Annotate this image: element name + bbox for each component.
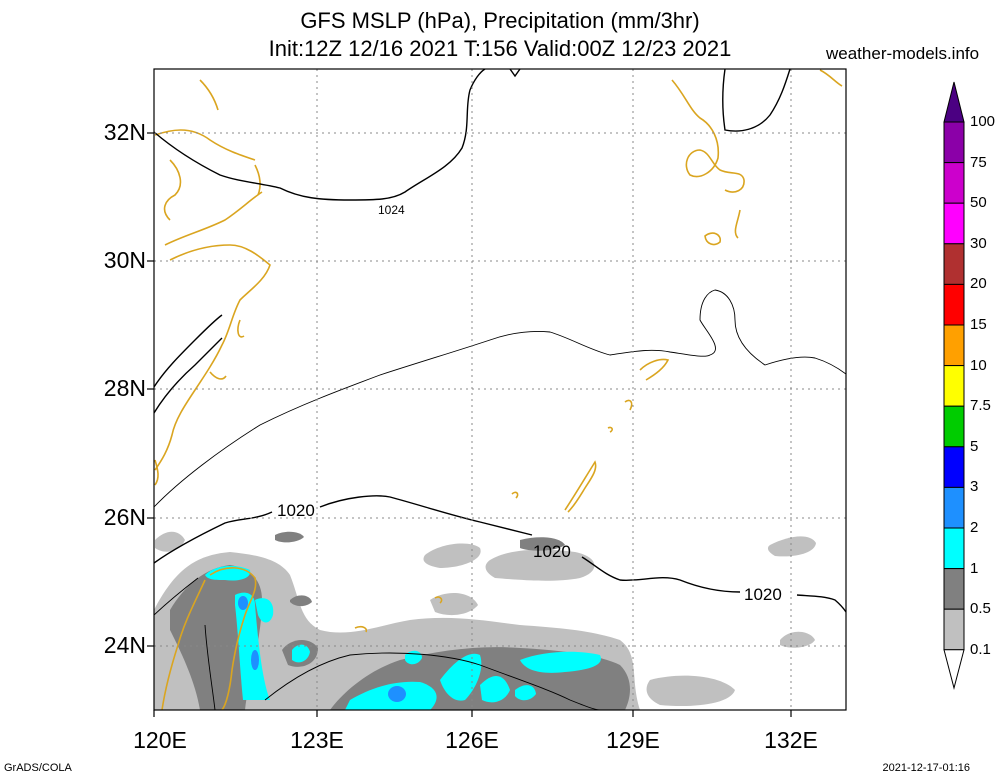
isobar-label-1020: 1020 <box>277 501 315 520</box>
lon-label: 126E <box>445 727 499 753</box>
legend-swatch <box>943 202 965 245</box>
legend-swatch <box>943 608 965 651</box>
legend-label: 100 <box>970 113 996 130</box>
lat-label: 26N <box>103 504 146 530</box>
lon-label: 123E <box>290 727 344 753</box>
legend-label: 30 <box>970 234 987 252</box>
axis-ticks <box>147 132 792 717</box>
legend-swatch <box>943 121 965 164</box>
legend-label: 20 <box>970 275 987 293</box>
legend-label: 7.5 <box>970 397 991 415</box>
precip-blue <box>238 596 406 702</box>
lon-label: 120E <box>133 727 187 753</box>
legend-swatch <box>943 568 965 610</box>
legend-swatch <box>943 486 965 529</box>
isobar-label-1020: 1020 <box>744 585 782 604</box>
lon-label: 132E <box>764 727 818 753</box>
footer-left: GrADS/COLA <box>4 762 72 774</box>
legend-label: 10 <box>970 356 987 374</box>
legend-label: 15 <box>970 316 987 333</box>
legend-label: 75 <box>970 153 987 171</box>
lat-label: 32N <box>103 119 146 145</box>
legend-swatch <box>943 324 965 367</box>
legend-bottom-arrow <box>943 649 965 690</box>
isobar-label-1024: 1024 <box>378 203 405 217</box>
map-title: GFS MSLP (hPa), Precipitation (mm/3hr) <box>300 8 700 33</box>
legend-top-arrow <box>943 81 965 123</box>
lat-label: 28N <box>103 375 146 401</box>
footer-right: 2021-12-17-01:16 <box>882 762 970 774</box>
legend-swatch <box>943 405 965 448</box>
legend-swatch <box>943 283 965 326</box>
legend-label: 1 <box>970 559 979 577</box>
legend-swatch <box>943 243 965 285</box>
legend-label: 50 <box>970 194 987 212</box>
isobars <box>154 69 846 710</box>
legend-label: 0.1 <box>970 640 991 658</box>
site-credit: weather-models.info <box>826 44 980 63</box>
legend-swatch <box>943 365 965 407</box>
legend-swatch <box>943 162 965 204</box>
legend-label: 2 <box>970 519 979 536</box>
lat-label: 30N <box>103 247 146 273</box>
lat-label: 24N <box>103 632 146 658</box>
lat-lon-grid <box>154 69 846 710</box>
legend-label: 0.5 <box>970 600 991 618</box>
lon-label: 129E <box>606 727 660 753</box>
coastline <box>154 69 843 710</box>
isobar-label-1020: 1020 <box>533 542 571 561</box>
legend-swatch <box>943 527 965 570</box>
map-subtitle: Init:12Z 12/16 2021 T:156 Valid:00Z 12/2… <box>268 36 732 61</box>
legend-label: 3 <box>970 478 979 496</box>
legend-colorbar <box>943 81 965 690</box>
legend-label: 5 <box>970 437 979 455</box>
legend-swatch <box>943 446 965 488</box>
